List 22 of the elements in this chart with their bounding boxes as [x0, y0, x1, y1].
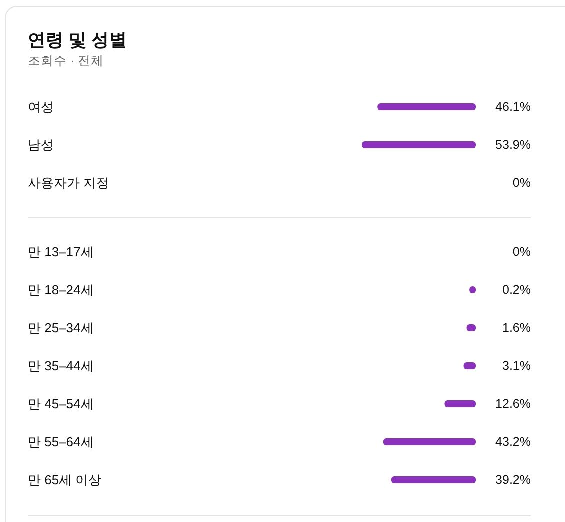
value-label: 3.1% [502, 359, 531, 373]
category: 여성 [28, 100, 54, 114]
value-label: 39.2% [496, 473, 531, 487]
value-label: 0% [512, 176, 531, 190]
value-label: 0% [512, 245, 531, 259]
category: 남성 [28, 138, 54, 152]
subtitle: 조회수 · 전체 [28, 54, 104, 68]
category: 만 18–24세 [28, 282, 94, 298]
category: 만 25–34세 [28, 320, 94, 336]
value-label: 1.6% [502, 321, 531, 335]
category: 만 13–17세 [28, 244, 94, 260]
category: 만 65세 이상 [28, 472, 102, 488]
value-label: 0.2% [502, 283, 531, 297]
category: 만 35–44세 [28, 358, 94, 374]
value-label: 12.6% [496, 397, 531, 411]
category: 사용자가 지정 [28, 176, 110, 190]
category: 만 55–64세 [28, 434, 94, 450]
value-label: 43.2% [496, 435, 531, 449]
title: 연령 및 성별 [28, 30, 128, 50]
value-label: 53.9% [496, 138, 531, 152]
value-label: 46.1% [496, 100, 531, 114]
category: 만 45–54세 [28, 396, 94, 412]
